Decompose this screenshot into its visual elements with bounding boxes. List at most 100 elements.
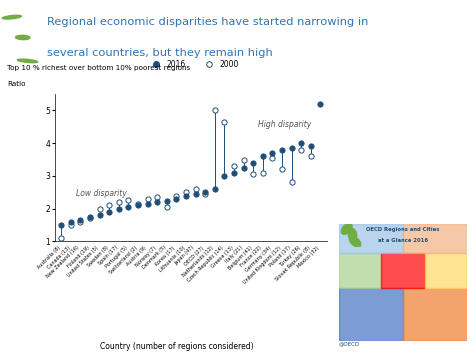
Point: [86, 214, 94, 220]
Ellipse shape: [349, 236, 361, 247]
Point: [115, 206, 123, 212]
Point: [96, 206, 103, 212]
Text: United Kingdom (12): United Kingdom (12): [242, 245, 282, 285]
Point: [201, 190, 209, 195]
Text: Spain (17): Spain (17): [98, 245, 119, 266]
Text: Portugal (5): Portugal (5): [104, 245, 128, 269]
Text: Switzerland (2): Switzerland (2): [108, 245, 138, 275]
Ellipse shape: [17, 59, 38, 63]
Point: [220, 173, 228, 179]
Point: [134, 203, 142, 208]
Point: [269, 155, 276, 161]
Text: Top 10 % richest over bottom 10% poorest regions: Top 10 % richest over bottom 10% poorest…: [7, 65, 191, 71]
Bar: [339, 288, 403, 341]
Point: [297, 147, 305, 153]
Point: [192, 191, 200, 197]
Text: United States (5): United States (5): [67, 245, 100, 278]
Text: France (22): France (22): [239, 245, 263, 268]
Ellipse shape: [2, 15, 21, 19]
Point: [220, 119, 228, 125]
Legend: 2016, 2000: 2016, 2000: [146, 57, 242, 72]
Text: at a Glance 2016: at a Glance 2016: [378, 238, 428, 243]
Bar: [381, 253, 425, 288]
Point: [105, 203, 113, 208]
Point: [249, 171, 257, 177]
Point: [105, 209, 113, 215]
Point: [125, 198, 132, 203]
Point: [211, 108, 219, 113]
Text: Norway (7): Norway (7): [135, 245, 157, 268]
Point: [163, 204, 171, 210]
Point: [134, 201, 142, 207]
Text: Czech Republic (14): Czech Republic (14): [186, 245, 224, 283]
Ellipse shape: [341, 223, 352, 234]
Point: [259, 153, 266, 159]
Point: [182, 193, 190, 198]
Point: [154, 199, 161, 205]
Text: Mexico (32): Mexico (32): [297, 245, 320, 269]
Point: [57, 222, 65, 228]
Point: [230, 163, 238, 169]
Point: [269, 150, 276, 156]
Text: OECD (27): OECD (27): [183, 245, 205, 267]
Text: Lithuania (10): Lithuania (10): [158, 245, 186, 273]
Point: [259, 170, 266, 175]
Point: [240, 165, 247, 171]
Text: Italy (21): Italy (21): [224, 245, 244, 264]
Point: [163, 198, 171, 204]
Text: High disparity: High disparity: [258, 120, 311, 129]
Point: [67, 222, 74, 228]
Point: [144, 201, 151, 207]
Point: [77, 219, 84, 225]
Point: [77, 217, 84, 223]
Text: Korea (17): Korea (17): [155, 245, 176, 267]
Text: Regional economic disparities have started narrowing in: Regional economic disparities have start…: [47, 17, 369, 27]
Text: New Zealand (16): New Zealand (16): [46, 245, 81, 279]
Text: Denmark (5): Denmark (5): [141, 245, 167, 271]
Point: [173, 196, 180, 202]
Point: [288, 145, 295, 151]
Point: [125, 204, 132, 210]
Ellipse shape: [16, 36, 30, 40]
Point: [211, 186, 219, 192]
Point: [67, 219, 74, 225]
Text: Germany (34): Germany (34): [245, 245, 273, 273]
Text: Slovak Republic (8): Slovak Republic (8): [274, 245, 311, 282]
Point: [230, 170, 238, 175]
Text: Greece (13): Greece (13): [210, 245, 234, 269]
Text: Netherlands (12): Netherlands (12): [182, 245, 215, 278]
Text: Poland (17): Poland (17): [268, 245, 292, 268]
Point: [201, 191, 209, 197]
Point: [96, 212, 103, 217]
Text: Turkey (26): Turkey (26): [278, 245, 301, 268]
Point: [192, 186, 200, 192]
Text: Country (number of regions considered): Country (number of regions considered): [100, 343, 254, 351]
Point: [278, 166, 286, 172]
Text: OECD Regions and Cities: OECD Regions and Cities: [366, 227, 439, 232]
Point: [249, 160, 257, 166]
Point: [317, 101, 324, 107]
Text: Low disparity: Low disparity: [76, 189, 127, 198]
Point: [297, 140, 305, 146]
Point: [307, 144, 315, 149]
Bar: [403, 224, 467, 253]
Text: @OECD: @OECD: [339, 341, 360, 346]
Text: Sweden (8): Sweden (8): [86, 245, 109, 268]
Point: [278, 147, 286, 153]
Text: several countries, but they remain high: several countries, but they remain high: [47, 48, 273, 59]
Point: [154, 194, 161, 200]
Text: Ratio: Ratio: [7, 81, 26, 87]
Ellipse shape: [348, 228, 356, 241]
Point: [144, 196, 151, 202]
Point: [182, 190, 190, 195]
Point: [57, 235, 65, 241]
Text: Japan (47): Japan (47): [174, 245, 196, 266]
Text: Austria (9): Austria (9): [126, 245, 147, 267]
Point: [288, 180, 295, 185]
Point: [307, 153, 315, 159]
Text: Belgium (41): Belgium (41): [227, 245, 253, 271]
Point: [240, 157, 247, 162]
Text: Australia (8): Australia (8): [36, 245, 61, 270]
Bar: [339, 253, 381, 288]
Text: Canada (13): Canada (13): [46, 245, 71, 270]
